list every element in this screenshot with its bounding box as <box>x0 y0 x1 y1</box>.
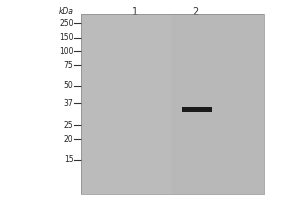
Text: 75: 75 <box>64 60 74 70</box>
Text: 37: 37 <box>64 98 74 108</box>
Text: kDa: kDa <box>58 6 74 16</box>
Text: 20: 20 <box>64 134 74 144</box>
Text: 150: 150 <box>59 33 74 43</box>
Text: 1: 1 <box>132 7 138 17</box>
FancyBboxPatch shape <box>81 14 264 194</box>
Text: 100: 100 <box>59 46 74 55</box>
FancyBboxPatch shape <box>81 14 171 194</box>
Text: 25: 25 <box>64 120 74 130</box>
Text: 50: 50 <box>64 81 74 90</box>
Text: 15: 15 <box>64 156 74 164</box>
Text: 2: 2 <box>192 7 198 17</box>
Text: 250: 250 <box>59 19 74 27</box>
FancyBboxPatch shape <box>182 106 212 112</box>
